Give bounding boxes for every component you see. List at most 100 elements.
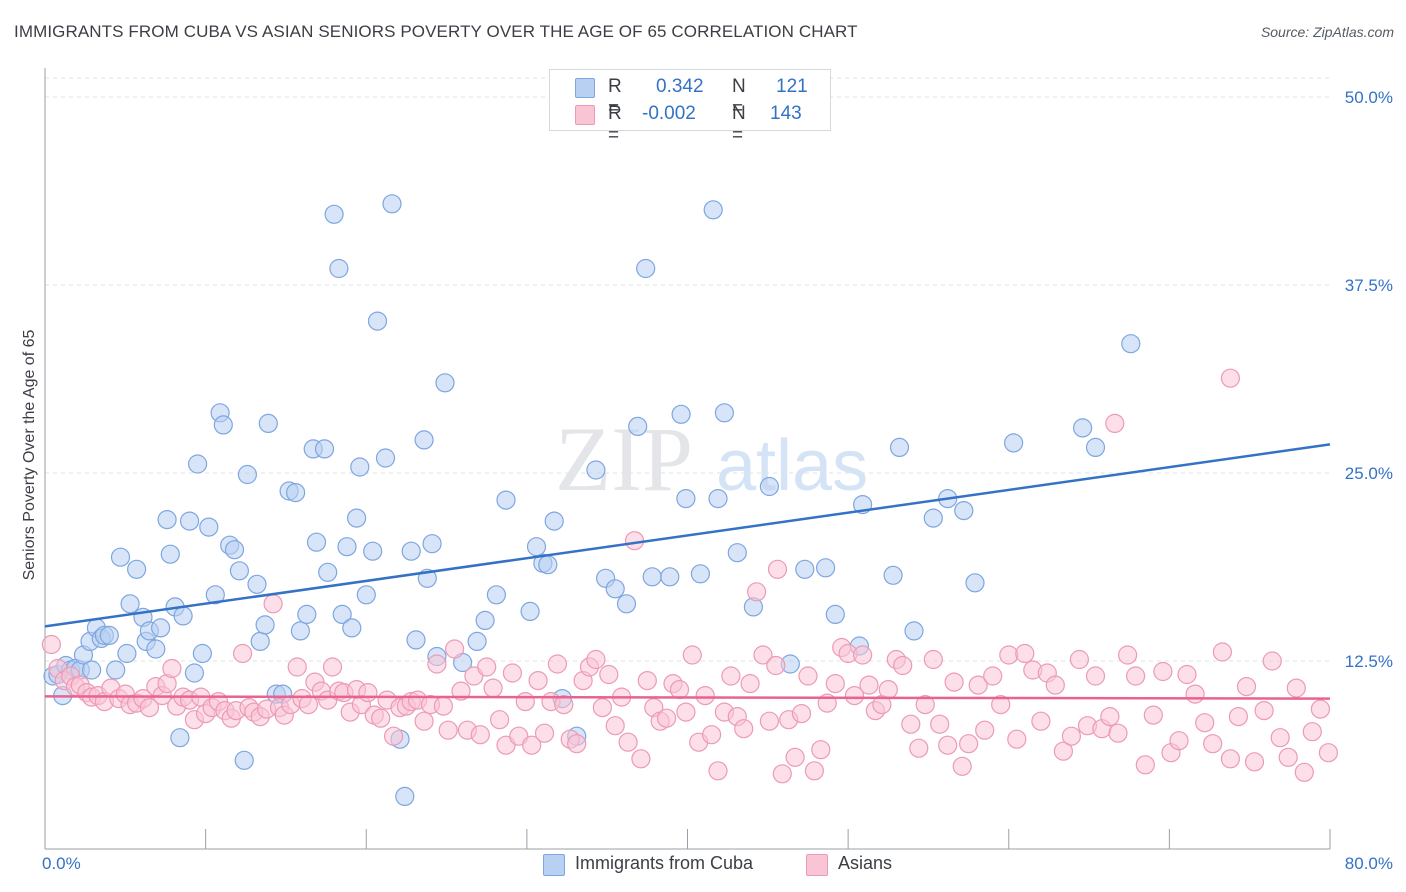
data-point-cuba	[255, 615, 275, 635]
y-tick-label: 12.5%	[1345, 652, 1393, 671]
data-point-cuba	[1072, 418, 1093, 438]
data-point-cuba	[188, 454, 208, 474]
bottom-legend-label: Asians	[838, 853, 893, 873]
data-point-cuba	[160, 544, 180, 564]
legend-n-value: 121	[776, 76, 808, 97]
data-point-asians	[599, 664, 619, 685]
data-point-asians	[682, 645, 702, 665]
data-point-cuba	[120, 594, 140, 614]
data-point-asians	[968, 675, 988, 695]
data-point-asians	[483, 678, 503, 698]
data-point-asians	[930, 714, 950, 734]
data-point-cuba	[382, 194, 402, 214]
tick-labels: 12.5% 25.0% 37.5% 50.0% 0.0% 80.0%	[42, 88, 1393, 873]
data-point-cuba	[759, 476, 780, 497]
data-point-asians	[477, 657, 497, 677]
data-point-asians	[586, 649, 606, 670]
data-point-asians	[772, 764, 792, 784]
data-point-asians	[991, 694, 1011, 715]
y-tick-label: 37.5%	[1345, 276, 1393, 295]
data-point-asians	[1100, 706, 1120, 727]
trend-line-asians	[44, 695, 1331, 700]
data-point-asians	[263, 594, 283, 614]
data-point-asians	[451, 681, 471, 701]
data-point-asians	[767, 559, 788, 579]
data-point-cuba	[815, 558, 836, 578]
data-point-cuba	[297, 604, 317, 625]
data-point-asians	[952, 756, 972, 776]
data-point-cuba	[727, 543, 747, 563]
data-point-asians	[983, 666, 1003, 686]
data-point-asians	[915, 694, 935, 715]
data-point-asians	[999, 645, 1019, 665]
data-point-asians	[811, 740, 831, 760]
data-point-asians	[844, 685, 865, 706]
data-point-asians	[1203, 734, 1223, 754]
data-point-cuba	[356, 585, 376, 605]
data-point-cuba	[923, 508, 943, 528]
data-point-cuba	[117, 643, 137, 664]
data-point-cuba	[213, 415, 233, 435]
data-point-asians	[734, 719, 754, 739]
bottom-legend-swatch-asians	[806, 854, 828, 876]
data-point-cuba	[954, 501, 974, 521]
data-point-asians	[944, 672, 964, 692]
data-point-asians	[287, 657, 307, 677]
data-point-cuba	[151, 618, 171, 638]
data-point-cuba	[337, 537, 357, 557]
data-point-asians	[766, 655, 786, 676]
data-point-asians	[695, 685, 715, 706]
data-point-cuba	[199, 517, 219, 537]
data-point-asians	[1302, 722, 1322, 742]
data-point-asians	[893, 655, 913, 676]
data-point-cuba	[676, 489, 696, 509]
data-point-cuba	[889, 437, 910, 457]
data-point-cuba	[342, 618, 362, 638]
x-tick-label: 0.0%	[42, 854, 81, 873]
data-point-cuba	[475, 610, 495, 631]
data-point-asians	[384, 726, 404, 746]
data-point-asians	[414, 711, 434, 731]
data-point-asians	[528, 670, 548, 691]
data-point-cuba	[671, 404, 691, 424]
data-point-cuba	[247, 574, 267, 594]
data-point-cuba	[367, 311, 388, 331]
data-point-cuba	[636, 258, 656, 279]
bottom-legend-label: Immigrants from Cuba	[575, 853, 754, 873]
data-point-cuba	[290, 621, 310, 641]
data-point-asians	[1220, 368, 1241, 388]
legend-r-label: R =	[608, 103, 622, 146]
data-point-asians	[522, 735, 542, 755]
data-point-cuba	[486, 585, 506, 605]
data-point-cuba	[414, 430, 434, 450]
data-point-cuba	[708, 489, 728, 509]
data-point-asians	[1278, 747, 1298, 767]
data-point-cuba	[106, 660, 126, 680]
bottom-legend-swatch-cuba	[543, 854, 565, 876]
data-point-asians	[358, 682, 378, 703]
data-point-asians	[746, 582, 767, 602]
data-point-asians	[859, 675, 879, 695]
data-point-cuba	[965, 573, 985, 593]
data-point-asians	[433, 696, 453, 716]
data-point-cuba	[628, 416, 648, 436]
data-point-cuba	[229, 561, 249, 581]
data-point-asians	[878, 679, 898, 700]
data-point-asians	[637, 670, 657, 691]
data-point-asians	[1061, 726, 1082, 746]
data-point-asians	[534, 723, 555, 743]
data-point-asians	[470, 725, 490, 745]
legend-r-label: R =	[608, 76, 622, 119]
trend-lines	[44, 443, 1331, 700]
data-point-asians	[1153, 661, 1173, 682]
chart-title: IMMIGRANTS FROM CUBA VS ASIAN SENIORS PO…	[14, 22, 858, 41]
data-point-cuba	[286, 483, 306, 503]
data-point-cuba	[363, 541, 383, 561]
data-point-asians	[909, 738, 929, 758]
data-point-asians	[371, 708, 391, 728]
data-point-cuba	[350, 457, 370, 477]
data-point-asians	[41, 634, 62, 655]
data-point-asians	[445, 639, 465, 659]
data-point-cuba	[795, 559, 815, 579]
data-point-asians	[1053, 741, 1074, 761]
